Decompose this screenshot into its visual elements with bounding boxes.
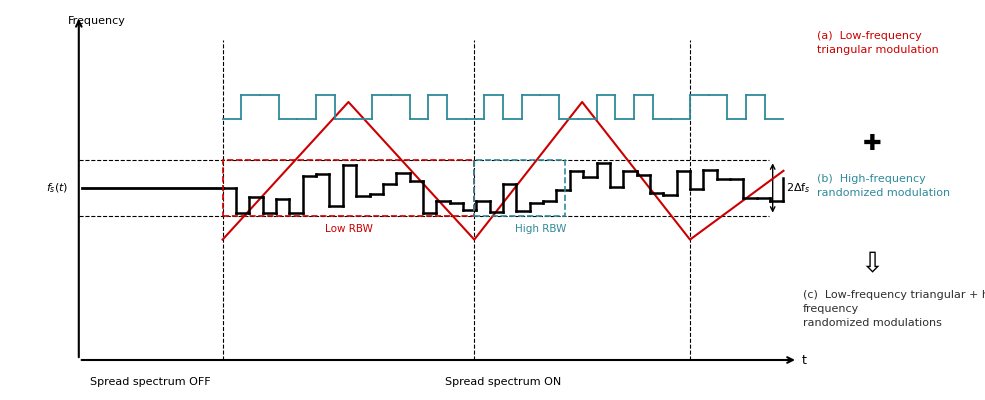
- Text: 2$\Delta$f$_s$: 2$\Delta$f$_s$: [786, 181, 811, 195]
- Text: High RBW: High RBW: [515, 224, 566, 234]
- Text: $f_s(t)$: $f_s(t)$: [45, 181, 68, 195]
- Bar: [475, 160, 564, 216]
- Text: Frequency: Frequency: [68, 16, 126, 26]
- Text: (a)  Low-frequency
triangular modulation: (a) Low-frequency triangular modulation: [818, 31, 939, 55]
- Text: Spread spectrum OFF: Spread spectrum OFF: [91, 377, 211, 387]
- Text: Spread spectrum ON: Spread spectrum ON: [445, 377, 561, 387]
- Text: (b)  High-frequency
randomized modulation: (b) High-frequency randomized modulation: [818, 174, 951, 198]
- Text: t: t: [802, 354, 807, 366]
- Text: ⇩: ⇩: [860, 250, 884, 278]
- Bar: [223, 160, 475, 216]
- Text: (c)  Low-frequency triangular + high-
frequency
randomized modulations: (c) Low-frequency triangular + high- fre…: [803, 290, 985, 328]
- Text: ✚: ✚: [863, 134, 882, 154]
- Text: Low RBW: Low RBW: [324, 224, 372, 234]
